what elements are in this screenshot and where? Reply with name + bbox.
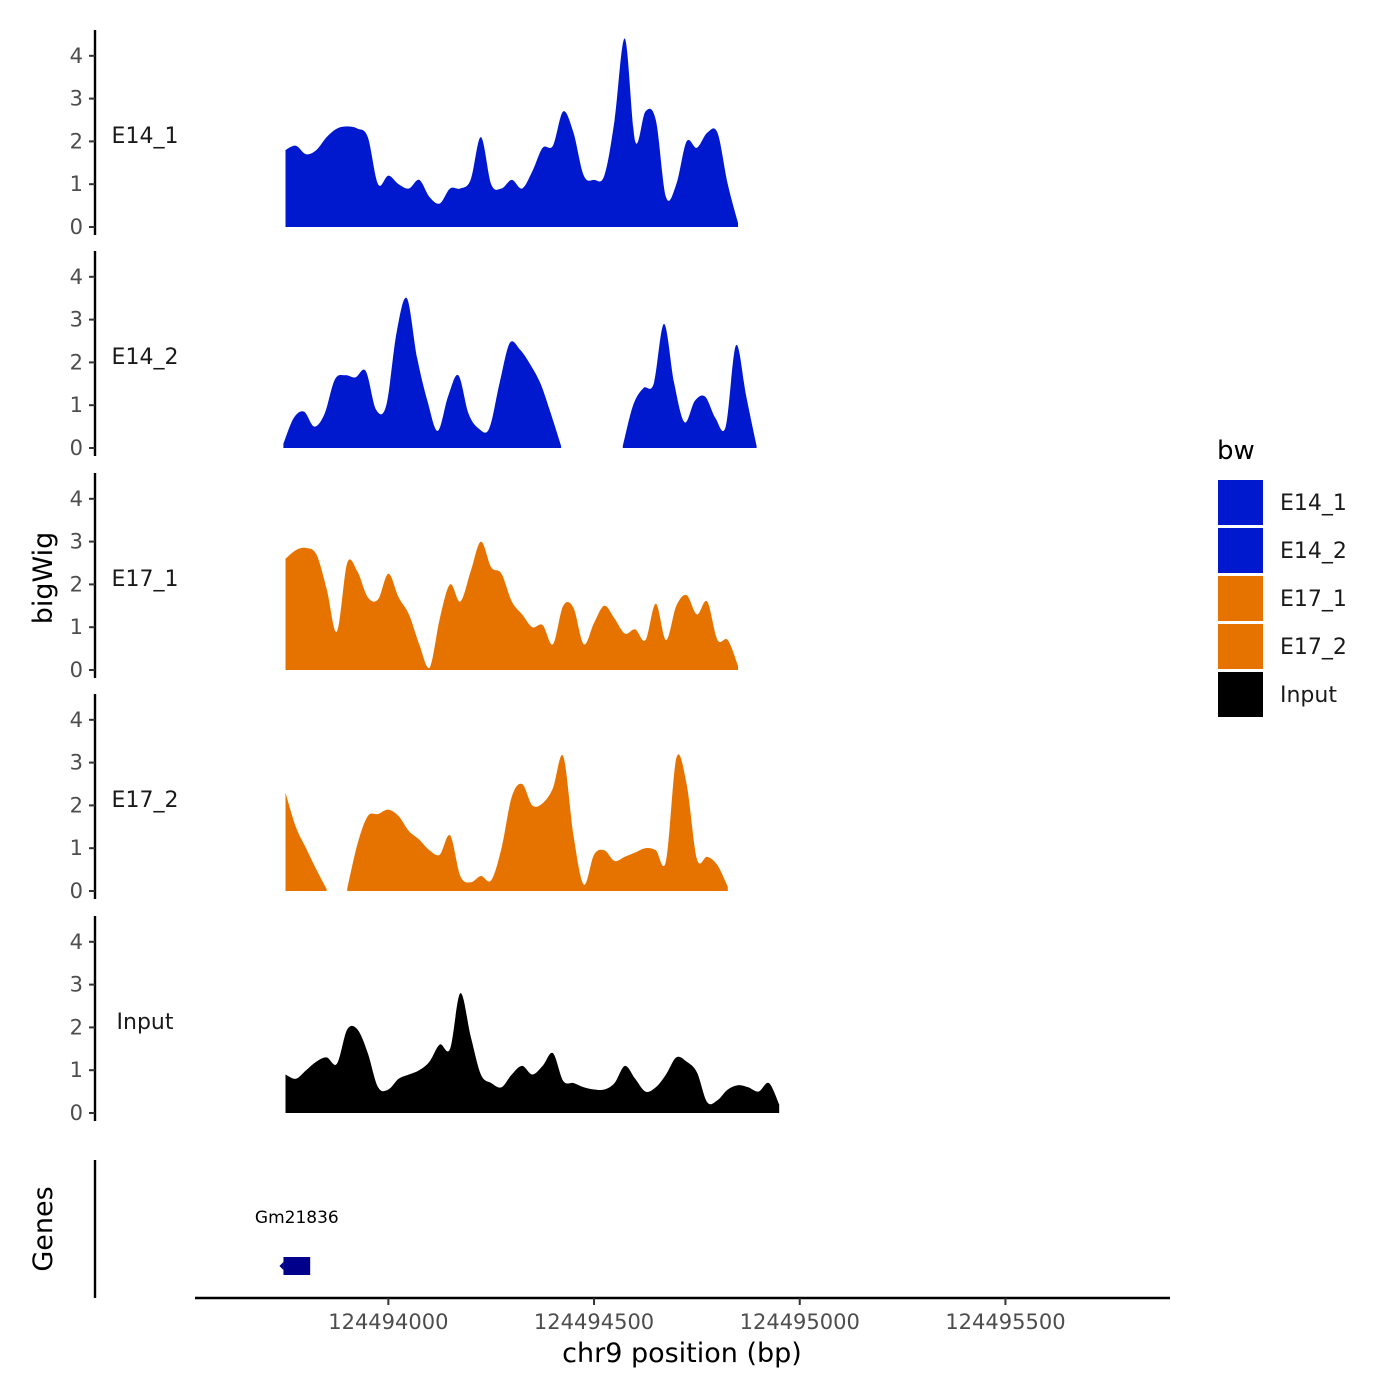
y-tick-label: 4 <box>70 487 83 511</box>
x-axis: 124494000 124494500 124495000 124495500 <box>195 1296 1170 1334</box>
y-tick-label: 2 <box>70 793 83 817</box>
y-tick-label: 3 <box>70 751 83 775</box>
signal-area-E17_1 <box>285 541 738 670</box>
y-tick-label: 1 <box>70 393 83 417</box>
track-E17_1: 0 1 2 3 4 E17_1 <box>70 473 738 682</box>
x-tick-label: 124495500 <box>945 1310 1065 1334</box>
track-label: E17_1 <box>112 567 179 592</box>
legend-label: E14_2 <box>1280 539 1347 564</box>
legend-key <box>1218 624 1263 669</box>
y-tick-label: 3 <box>70 530 83 554</box>
legend-item: Input <box>1218 672 1337 717</box>
track-label: E14_1 <box>112 124 179 149</box>
y-tick-label: 3 <box>70 308 83 332</box>
y-tick-label: 0 <box>70 215 83 239</box>
gene-Gm21836: Gm21836 <box>255 1208 339 1275</box>
legend-label: Input <box>1280 683 1337 708</box>
y-tick-label: 2 <box>70 350 83 374</box>
signal-area-E14_2 <box>622 323 757 448</box>
track-label: E14_2 <box>112 345 179 370</box>
y-tick-label: 4 <box>70 265 83 289</box>
legend-item: E14_2 <box>1218 528 1347 573</box>
legend-key <box>1218 576 1263 621</box>
gene-body <box>283 1257 311 1275</box>
legend-label: E17_2 <box>1280 635 1347 660</box>
track-label: E17_2 <box>112 788 179 813</box>
y-tick-label: 0 <box>70 658 83 682</box>
y-tick-label: 3 <box>70 87 83 111</box>
y-tick-label: 4 <box>70 44 83 68</box>
legend-item: E14_1 <box>1218 480 1347 525</box>
legend-label: E14_1 <box>1280 491 1347 516</box>
genes-axis-title: Genes <box>28 1186 59 1271</box>
signal-area-E17_2 <box>285 792 327 891</box>
y-tick-label: 1 <box>70 836 83 860</box>
x-axis-title: chr9 position (bp) <box>562 1338 802 1369</box>
x-tick-label: 124495000 <box>740 1310 860 1334</box>
x-tick-label: 124494000 <box>328 1310 448 1334</box>
track-E14_1: 0 1 2 3 4 E14_1 <box>70 30 738 239</box>
track-Input: 0 1 2 3 4 Input <box>70 916 780 1125</box>
y-tick-label: 1 <box>70 1058 83 1082</box>
signal-area-E14_2 <box>283 297 562 448</box>
genes-panel: Gm21836 <box>93 1160 339 1298</box>
y-tick-label: 0 <box>70 1101 83 1125</box>
legend: bw E14_1 E14_2 E17_1 E17_2 Input <box>1217 436 1347 717</box>
y-tick-label: 0 <box>70 436 83 460</box>
y-tick-label: 2 <box>70 1015 83 1039</box>
y-tick-label: 2 <box>70 572 83 596</box>
track-label: Input <box>117 1010 174 1035</box>
track-E14_2: 0 1 2 3 4 E14_2 <box>70 251 757 460</box>
y-tick-label: 4 <box>70 930 83 954</box>
signal-area-E17_2 <box>347 754 728 891</box>
y-axis-title: bigWig <box>28 532 59 625</box>
y-tick-label: 0 <box>70 879 83 903</box>
legend-item: E17_1 <box>1218 576 1347 621</box>
tracks-layer: 0 1 2 3 4 E14_1 0 1 2 3 4 E14_2 0 1 2 3 4 E17_1 0 1 2 3 4 E17_2… <box>70 30 780 1125</box>
gene-label: Gm21836 <box>255 1208 339 1228</box>
y-tick-label: 3 <box>70 973 83 997</box>
signal-area-E14_1 <box>285 38 738 227</box>
legend-key <box>1218 480 1263 525</box>
y-tick-label: 4 <box>70 708 83 732</box>
legend-key <box>1218 528 1263 573</box>
legend-title: bw <box>1217 436 1255 466</box>
legend-key <box>1218 672 1263 717</box>
track-E17_2: 0 1 2 3 4 E17_2 <box>70 694 728 903</box>
x-tick-label: 124494500 <box>534 1310 654 1334</box>
legend-item: E17_2 <box>1218 624 1347 669</box>
y-tick-label: 1 <box>70 172 83 196</box>
signal-area-Input <box>285 993 780 1113</box>
y-tick-label: 1 <box>70 615 83 639</box>
gene-strand-arrow <box>279 1262 284 1270</box>
y-tick-label: 2 <box>70 129 83 153</box>
legend-label: E17_1 <box>1280 587 1347 612</box>
